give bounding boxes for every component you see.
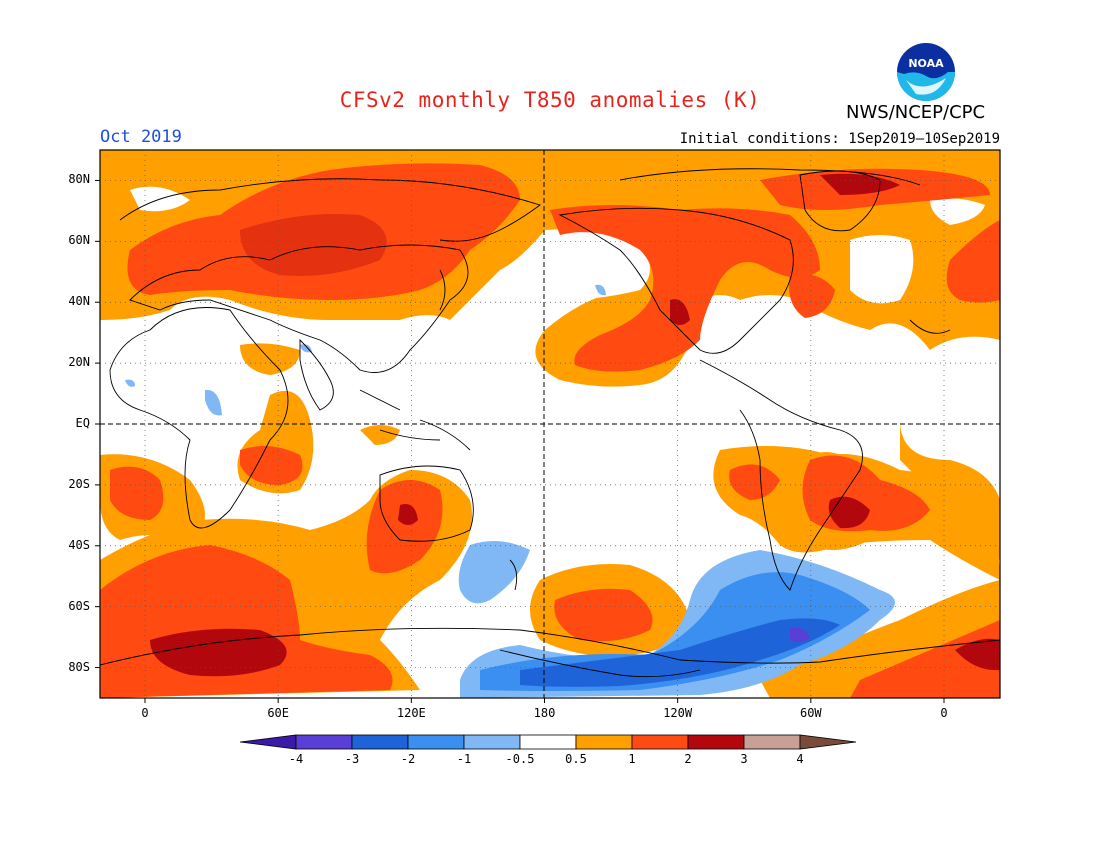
lat-label: 80S <box>68 659 90 674</box>
lat-label: 60S <box>68 598 90 613</box>
agency-label: NWS/NCEP/CPC <box>846 102 986 123</box>
colorbar <box>239 734 857 750</box>
colorbar-label: -2 <box>400 752 416 766</box>
lat-label: 40N <box>68 294 90 309</box>
colorbar-swatch <box>687 734 745 750</box>
colorbar-swatch <box>519 734 577 750</box>
lat-label: 20N <box>68 355 90 370</box>
lat-label: 20S <box>68 476 90 491</box>
lon-label: 0 <box>141 706 149 720</box>
lat-label: 40S <box>68 537 90 552</box>
colorbar-swatch <box>407 734 465 750</box>
forecast-period: Oct 2019 <box>100 127 182 147</box>
colorbar-label: -3 <box>344 752 360 766</box>
colorbar-label: 4 <box>796 752 804 766</box>
lon-label: 0 <box>940 706 948 720</box>
initial-conditions: Initial conditions: 1Sep2019–10Sep2019 <box>679 131 1000 147</box>
logo-text: NOAA <box>908 57 944 70</box>
colorbar-label: 2 <box>684 752 692 766</box>
noaa-logo-icon: NOAA <box>897 43 955 101</box>
lat-label: 80N <box>68 172 90 187</box>
lon-label: 60E <box>267 706 289 720</box>
colorbar-label: 3 <box>740 752 748 766</box>
colorbar-min-arrow <box>239 734 297 750</box>
colorbar-max-arrow <box>799 734 857 750</box>
logo: NOAA <box>896 42 956 102</box>
lat-label: EQ <box>75 416 90 430</box>
colorbar-swatch <box>575 734 633 750</box>
colorbar-swatch <box>295 734 353 750</box>
axis-ticks <box>95 179 945 703</box>
map-title: CFSv2 monthly T850 anomalies (K) <box>339 88 761 112</box>
coastlines <box>100 168 1000 678</box>
colorbar-swatch <box>463 734 521 750</box>
colorbar-label: 1 <box>628 752 636 766</box>
lat-label: 60N <box>68 233 90 248</box>
colorbar-label: -4 <box>288 752 304 766</box>
colorbar-swatch <box>631 734 689 750</box>
lon-label: 180 <box>533 706 556 720</box>
graticule <box>100 150 1000 698</box>
colorbar-swatch <box>351 734 409 750</box>
lon-label: 120W <box>663 706 693 720</box>
colorbar-label: -1 <box>456 752 472 766</box>
colorbar-label: -0.5 <box>505 752 535 766</box>
colorbar-swatch <box>743 734 801 750</box>
colorbar-label: 0.5 <box>565 752 587 766</box>
lon-label: 60W <box>799 706 822 720</box>
lon-label: 120E <box>396 706 426 720</box>
